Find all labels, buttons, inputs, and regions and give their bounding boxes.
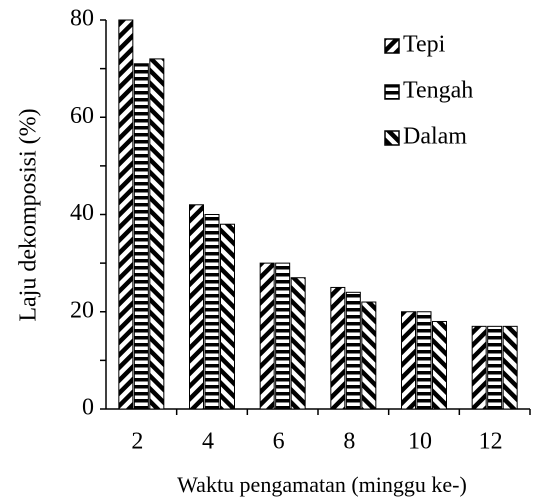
bar: [118, 19, 134, 410]
bar: [361, 301, 377, 410]
x-tick-label: 2: [131, 429, 143, 455]
bar: [149, 58, 165, 410]
y-tick-label: 60: [70, 103, 94, 129]
bar: [204, 214, 220, 410]
bar: [290, 277, 306, 410]
bar: [133, 63, 149, 410]
legend-label: Dalam: [403, 124, 467, 150]
legend-swatch: [384, 84, 400, 100]
y-tick-label: 40: [70, 200, 94, 226]
x-tick-label: 6: [273, 429, 285, 455]
bar: [330, 286, 346, 410]
legend-swatch: [384, 38, 400, 54]
x-tick-label: 12: [479, 429, 503, 455]
bar: [220, 223, 235, 410]
y-tick-label: 0: [82, 395, 94, 421]
bar: [345, 291, 361, 410]
bar: [432, 320, 447, 410]
x-tick-label: 10: [408, 429, 432, 455]
x-tick-label: 8: [343, 429, 355, 455]
x-axis-label: Waktu pengamatan (minggu ke-): [177, 472, 467, 497]
y-tick-label: 20: [70, 297, 94, 323]
y-axis-label: Laju dekomposisi (%): [16, 108, 42, 321]
legend-swatch: [384, 130, 400, 146]
bar: [502, 325, 518, 410]
bar: [471, 325, 487, 410]
bar: [416, 311, 432, 410]
bar: [275, 262, 291, 410]
bar: [401, 311, 416, 410]
x-tick-label: 4: [202, 429, 214, 455]
bar: [487, 325, 503, 410]
legend-label: Tepi: [403, 32, 446, 58]
bar: [259, 262, 275, 410]
bar: [189, 204, 204, 410]
y-tick-label: 80: [70, 6, 94, 32]
legend-label: Tengah: [403, 78, 473, 104]
